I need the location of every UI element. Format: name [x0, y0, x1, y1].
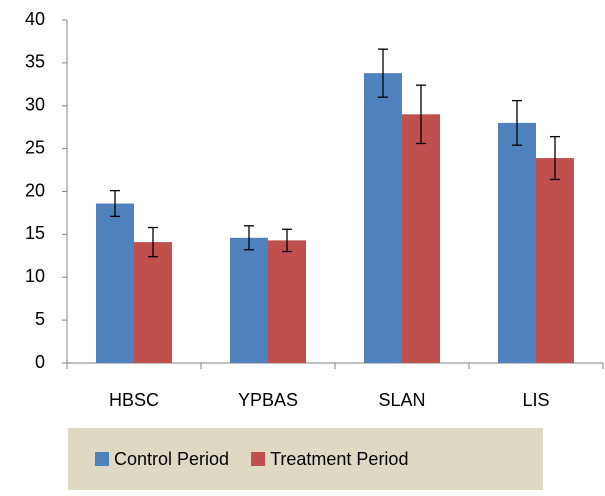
bar	[268, 240, 306, 363]
error-bar	[550, 135, 560, 181]
error-bar	[244, 225, 254, 251]
legend-swatch	[251, 452, 266, 466]
x-tick-label: YPBAS	[238, 390, 298, 410]
bar	[498, 122, 536, 364]
error-bar	[512, 99, 522, 146]
bar	[364, 73, 402, 363]
x-tick-label: LIS	[522, 390, 549, 410]
error-bar	[378, 48, 388, 98]
y-tick-label: 35	[25, 52, 45, 72]
y-tick-label: 30	[25, 95, 45, 115]
y-tick-label: 20	[25, 180, 45, 200]
y-tick-label: 10	[25, 266, 45, 286]
y-tick-label: 15	[25, 223, 45, 243]
bar	[134, 242, 172, 363]
bar	[536, 158, 574, 363]
error-bar	[148, 226, 158, 258]
y-tick-label: 40	[25, 9, 45, 29]
bar	[402, 114, 440, 363]
x-tick-label: HBSC	[109, 390, 159, 410]
legend-label: Treatment Period	[270, 449, 408, 469]
y-tick-label: 25	[25, 137, 45, 157]
legend-label: Control Period	[114, 449, 229, 469]
bar	[96, 203, 134, 363]
error-bar	[416, 84, 426, 145]
x-tick-label: SLAN	[378, 390, 425, 410]
bar	[230, 237, 268, 363]
legend-box	[68, 428, 543, 490]
error-bar	[282, 228, 292, 253]
error-bar	[110, 189, 120, 218]
y-tick-label: 5	[35, 309, 45, 329]
legend-swatch	[95, 452, 109, 466]
y-tick-label: 0	[35, 352, 45, 372]
